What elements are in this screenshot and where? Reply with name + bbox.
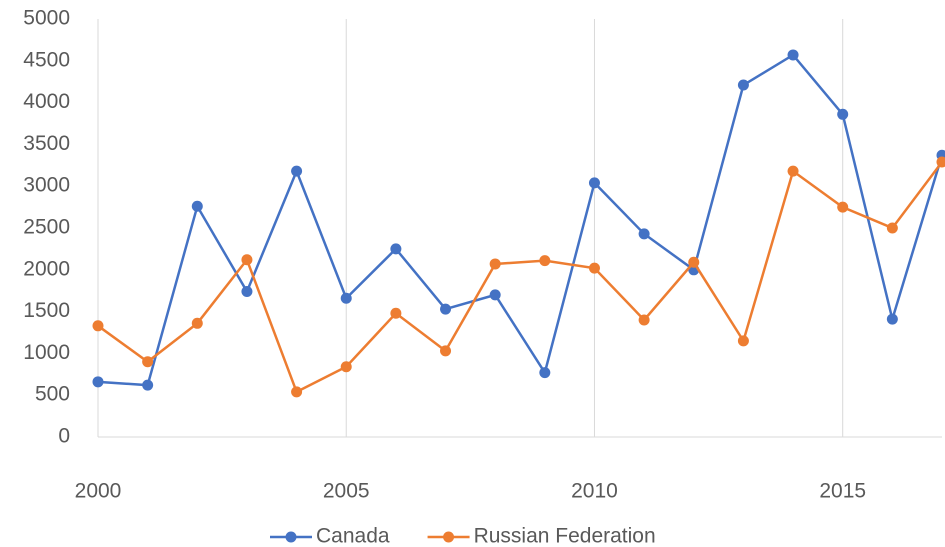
data-point — [142, 356, 154, 368]
data-point — [638, 314, 650, 326]
data-point — [638, 228, 650, 240]
y-tick-label: 500 — [35, 383, 70, 406]
y-tick-label: 1500 — [23, 299, 70, 322]
data-point — [936, 156, 945, 168]
x-tick-label: 2015 — [819, 480, 866, 503]
data-point — [291, 165, 303, 177]
data-point — [588, 177, 600, 189]
legend-label: Canada — [316, 525, 390, 547]
legend-marker — [443, 531, 455, 543]
data-point — [291, 386, 303, 398]
data-point — [737, 79, 749, 91]
data-point — [390, 307, 402, 319]
data-point — [92, 376, 104, 388]
data-point — [241, 254, 253, 266]
data-point — [440, 303, 452, 315]
legend-marker — [285, 531, 297, 543]
y-tick-label: 1000 — [23, 341, 70, 364]
data-point — [787, 49, 799, 61]
data-point — [837, 108, 849, 120]
y-tick-label: 5000 — [23, 7, 70, 30]
data-point — [588, 262, 600, 274]
y-tick-label: 0 — [58, 425, 70, 448]
data-point — [737, 335, 749, 347]
y-tick-label: 4000 — [23, 90, 70, 113]
x-tick-label: 2000 — [75, 480, 122, 503]
y-tick-label: 2000 — [23, 257, 70, 280]
x-tick-label: 2005 — [323, 480, 370, 503]
series-line — [97, 53, 944, 387]
data-point — [489, 289, 501, 301]
data-point — [539, 255, 551, 267]
data-point — [886, 313, 898, 325]
series-line — [97, 161, 943, 394]
x-tick-label: 2010 — [571, 480, 618, 503]
y-tick-label: 3000 — [23, 174, 70, 197]
y-tick-label: 2500 — [23, 216, 70, 239]
legend-label: Russian Federation — [474, 525, 656, 547]
data-point — [241, 286, 253, 298]
data-point — [191, 317, 203, 329]
data-point — [142, 379, 154, 391]
data-point — [539, 367, 551, 379]
data-point — [390, 243, 402, 255]
data-point — [489, 258, 501, 270]
data-point — [837, 201, 849, 213]
data-point — [92, 320, 104, 332]
data-point — [340, 361, 352, 373]
y-tick-label: 3500 — [23, 132, 70, 155]
data-point — [340, 292, 352, 304]
data-point — [440, 345, 452, 357]
data-point — [886, 222, 898, 234]
data-point — [191, 200, 203, 212]
data-point — [688, 256, 700, 268]
y-tick-label: 4500 — [23, 48, 70, 71]
data-point — [787, 165, 799, 177]
